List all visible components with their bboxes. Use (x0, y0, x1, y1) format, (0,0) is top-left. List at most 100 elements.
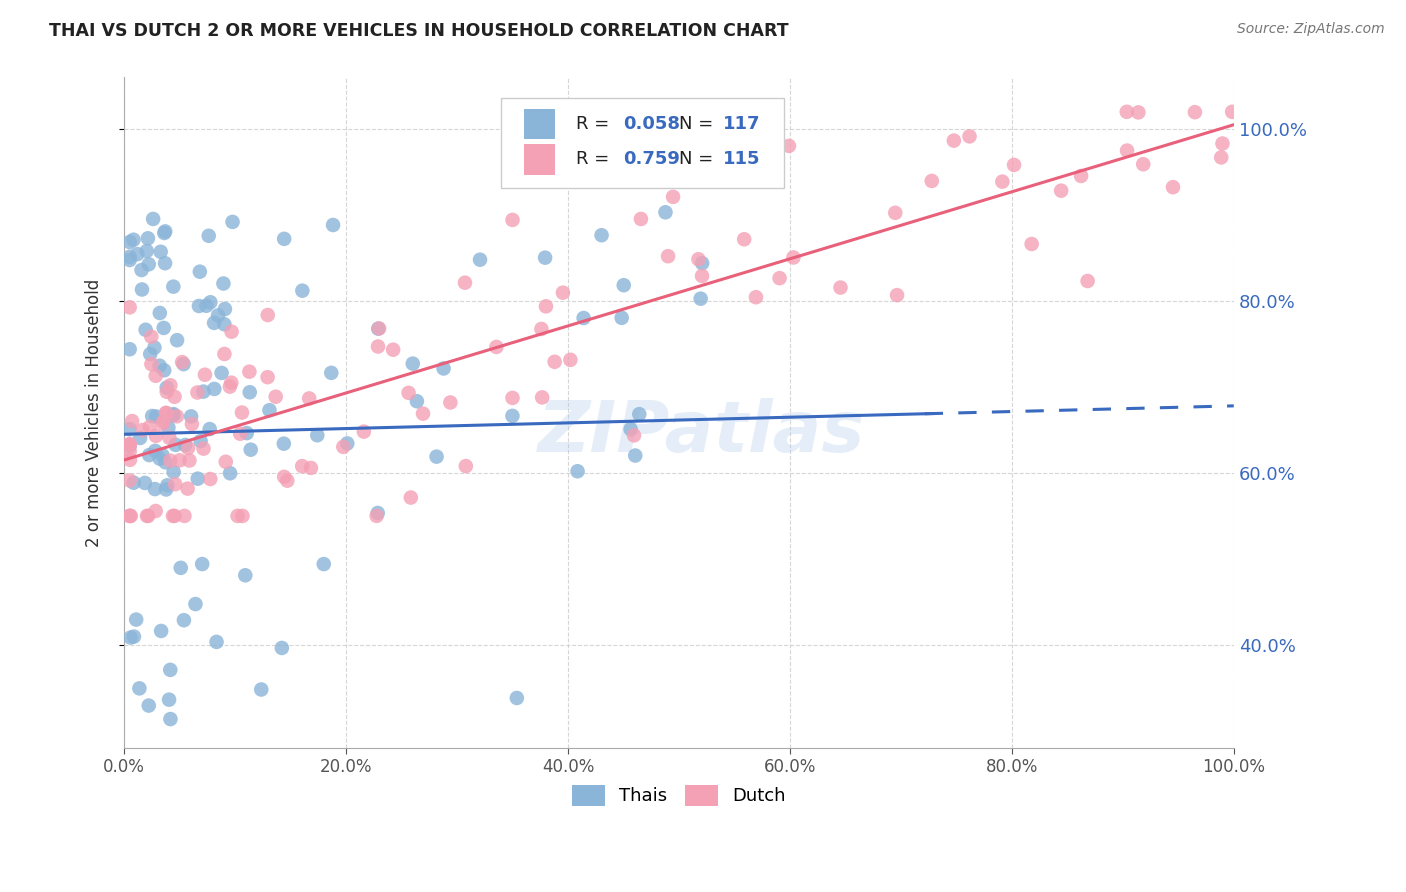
Point (298, 392, 321, 406)
Point (534, 299, 557, 313)
Point (179, 453, 201, 467)
Point (131, 283, 153, 297)
Point (214, 301, 236, 316)
Point (141, 357, 163, 371)
Point (830, 280, 852, 294)
Point (921, 174, 943, 188)
Point (138, 448, 160, 462)
Point (256, 308, 278, 322)
Point (259, 403, 281, 417)
Point (382, 343, 405, 357)
Point (131, 423, 153, 437)
Point (689, 292, 711, 306)
Point (155, 224, 177, 238)
Point (530, 322, 553, 336)
Point (145, 429, 167, 443)
Point (157, 420, 180, 434)
Point (141, 329, 163, 343)
Point (367, 321, 389, 335)
Point (131, 263, 153, 277)
Point (1128, 105, 1150, 120)
Point (125, 613, 148, 627)
Point (143, 482, 166, 496)
Point (402, 357, 425, 371)
Point (214, 318, 236, 332)
Point (591, 228, 613, 243)
Point (135, 323, 157, 337)
Point (239, 385, 262, 400)
Point (1050, 184, 1073, 198)
Point (156, 478, 179, 492)
Point (163, 508, 186, 523)
Point (197, 228, 219, 243)
Point (180, 409, 202, 424)
Point (959, 129, 981, 144)
Point (212, 277, 235, 291)
Point (1220, 104, 1243, 119)
Point (184, 597, 207, 611)
Point (1021, 237, 1043, 252)
Point (630, 211, 652, 226)
Point (177, 441, 200, 455)
Point (191, 557, 214, 571)
Point (153, 363, 176, 377)
Point (336, 436, 359, 450)
Point (238, 365, 260, 379)
Point (118, 439, 141, 453)
Point (127, 247, 149, 261)
Point (187, 472, 209, 486)
Point (233, 568, 256, 582)
Point (610, 310, 633, 325)
Point (149, 359, 172, 373)
Point (733, 232, 755, 246)
Point (239, 442, 262, 457)
Point (226, 508, 249, 523)
Point (152, 448, 174, 462)
Point (166, 409, 188, 424)
Point (690, 256, 713, 270)
Point (782, 251, 804, 265)
Point (153, 256, 176, 270)
Text: 0.759: 0.759 (623, 150, 681, 169)
Point (162, 409, 184, 423)
Point (886, 288, 908, 302)
Text: 115: 115 (723, 150, 761, 169)
Point (118, 343, 141, 357)
Point (572, 311, 595, 326)
Point (190, 434, 212, 448)
Point (162, 279, 184, 293)
Point (155, 406, 177, 420)
Point (145, 504, 167, 518)
Point (118, 437, 141, 451)
Point (143, 341, 166, 355)
Point (200, 472, 222, 486)
Point (367, 339, 389, 353)
Point (662, 190, 685, 204)
Point (159, 453, 181, 467)
Point (214, 347, 236, 361)
Point (991, 175, 1014, 189)
Point (1211, 136, 1233, 151)
Point (118, 235, 141, 249)
Point (129, 431, 152, 445)
Point (120, 631, 142, 645)
Point (169, 453, 191, 467)
Point (485, 340, 508, 354)
Point (276, 474, 298, 488)
Text: N =: N = (679, 150, 713, 169)
Text: R =: R = (576, 115, 609, 134)
Point (143, 443, 166, 458)
Point (613, 278, 636, 293)
Point (138, 257, 160, 271)
Point (163, 390, 186, 404)
Point (468, 252, 491, 267)
Point (368, 321, 391, 335)
Point (173, 357, 195, 371)
Point (399, 491, 422, 505)
Point (149, 306, 172, 320)
Point (138, 420, 160, 434)
Point (162, 508, 184, 523)
Point (156, 381, 179, 395)
Point (1115, 104, 1137, 119)
Point (534, 251, 557, 265)
